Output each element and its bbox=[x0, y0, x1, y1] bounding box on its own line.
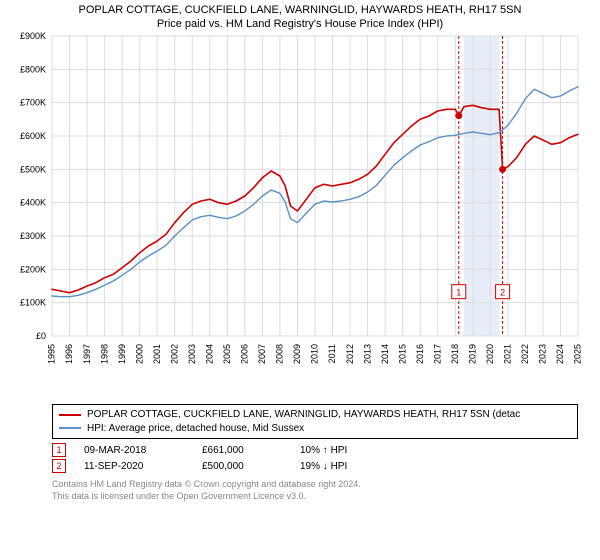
legend-label: POPLAR COTTAGE, CUCKFIELD LANE, WARNINGL… bbox=[87, 408, 520, 422]
svg-text:£0: £0 bbox=[36, 331, 46, 341]
svg-text:2014: 2014 bbox=[380, 344, 390, 364]
footer-line2: This data is licensed under the Open Gov… bbox=[52, 491, 578, 503]
title-block: POPLAR COTTAGE, CUCKFIELD LANE, WARNINGL… bbox=[0, 0, 600, 32]
svg-text:2006: 2006 bbox=[240, 344, 250, 364]
legend-row: HPI: Average price, detached house, Mid … bbox=[59, 422, 571, 436]
sale-delta: 10% ↑ HPI bbox=[300, 445, 400, 456]
svg-text:2003: 2003 bbox=[187, 344, 197, 364]
legend: POPLAR COTTAGE, CUCKFIELD LANE, WARNINGL… bbox=[52, 404, 578, 439]
svg-text:2020: 2020 bbox=[485, 344, 495, 364]
svg-text:2007: 2007 bbox=[257, 344, 267, 364]
sales-table: 1 09-MAR-2018 £661,000 10% ↑ HPI 2 11-SEP-202… bbox=[52, 443, 578, 473]
svg-text:2004: 2004 bbox=[205, 344, 215, 364]
svg-text:2008: 2008 bbox=[275, 344, 285, 364]
svg-text:1995: 1995 bbox=[47, 344, 57, 364]
svg-text:2012: 2012 bbox=[345, 344, 355, 364]
svg-text:2009: 2009 bbox=[292, 344, 302, 364]
svg-text:1998: 1998 bbox=[99, 344, 109, 364]
svg-text:2018: 2018 bbox=[450, 344, 460, 364]
footer-line1: Contains HM Land Registry data © Crown c… bbox=[52, 479, 578, 491]
svg-text:2005: 2005 bbox=[222, 344, 232, 364]
svg-text:2013: 2013 bbox=[362, 344, 372, 364]
line-chart: £0 £100K £200K £300K £400K £500K £600K £700K £80… bbox=[0, 32, 600, 402]
chart-area: £0 £100K £200K £300K £400K £500K £600K £700K £80… bbox=[0, 32, 600, 402]
legend-label: HPI: Average price, detached house, Mid … bbox=[87, 422, 304, 436]
svg-text:2016: 2016 bbox=[415, 344, 425, 364]
svg-text:£700K: £700K bbox=[20, 98, 46, 108]
svg-text:£500K: £500K bbox=[20, 164, 46, 174]
svg-text:2022: 2022 bbox=[520, 344, 530, 364]
svg-text:£300K: £300K bbox=[20, 231, 46, 241]
svg-text:2011: 2011 bbox=[327, 344, 337, 363]
svg-text:£800K: £800K bbox=[20, 64, 46, 74]
svg-text:2025: 2025 bbox=[573, 344, 583, 364]
svg-text:£900K: £900K bbox=[20, 32, 46, 41]
svg-text:2017: 2017 bbox=[432, 344, 442, 364]
svg-text:£600K: £600K bbox=[20, 131, 46, 141]
sale-row: 2 11-SEP-2020 £500,000 19% ↓ HPI bbox=[52, 459, 578, 473]
svg-text:2021: 2021 bbox=[503, 344, 513, 364]
sale-date: 11-SEP-2020 bbox=[84, 461, 184, 472]
svg-text:1999: 1999 bbox=[117, 344, 127, 364]
title-address: POPLAR COTTAGE, CUCKFIELD LANE, WARNINGL… bbox=[10, 4, 590, 16]
sale-delta: 19% ↓ HPI bbox=[300, 461, 400, 472]
sale-date: 09-MAR-2018 bbox=[84, 445, 184, 456]
svg-text:2023: 2023 bbox=[538, 344, 548, 364]
svg-text:2015: 2015 bbox=[397, 344, 407, 364]
legend-swatch bbox=[59, 427, 81, 429]
svg-text:2: 2 bbox=[500, 288, 505, 298]
svg-text:2019: 2019 bbox=[468, 344, 478, 364]
chart-container: POPLAR COTTAGE, CUCKFIELD LANE, WARNINGL… bbox=[0, 0, 600, 560]
svg-text:2001: 2001 bbox=[152, 344, 162, 364]
svg-text:£400K: £400K bbox=[20, 198, 46, 208]
sale-price: £661,000 bbox=[202, 445, 282, 456]
legend-row: POPLAR COTTAGE, CUCKFIELD LANE, WARNINGL… bbox=[59, 408, 571, 422]
svg-text:2024: 2024 bbox=[555, 344, 565, 364]
sale-price: £500,000 bbox=[202, 461, 282, 472]
sale-badge: 2 bbox=[52, 459, 66, 473]
sale-row: 1 09-MAR-2018 £661,000 10% ↑ HPI bbox=[52, 443, 578, 457]
sale-badge: 1 bbox=[52, 443, 66, 457]
svg-text:1: 1 bbox=[456, 288, 461, 298]
svg-text:2000: 2000 bbox=[134, 344, 144, 364]
svg-text:1996: 1996 bbox=[64, 344, 74, 364]
svg-text:1997: 1997 bbox=[82, 344, 92, 364]
title-subtitle: Price paid vs. HM Land Registry's House … bbox=[10, 18, 590, 30]
legend-swatch bbox=[59, 414, 81, 416]
svg-text:£200K: £200K bbox=[20, 264, 46, 274]
footer: Contains HM Land Registry data © Crown c… bbox=[52, 479, 578, 502]
svg-text:2010: 2010 bbox=[310, 344, 320, 364]
svg-text:2002: 2002 bbox=[169, 344, 179, 364]
svg-text:£100K: £100K bbox=[20, 298, 46, 308]
